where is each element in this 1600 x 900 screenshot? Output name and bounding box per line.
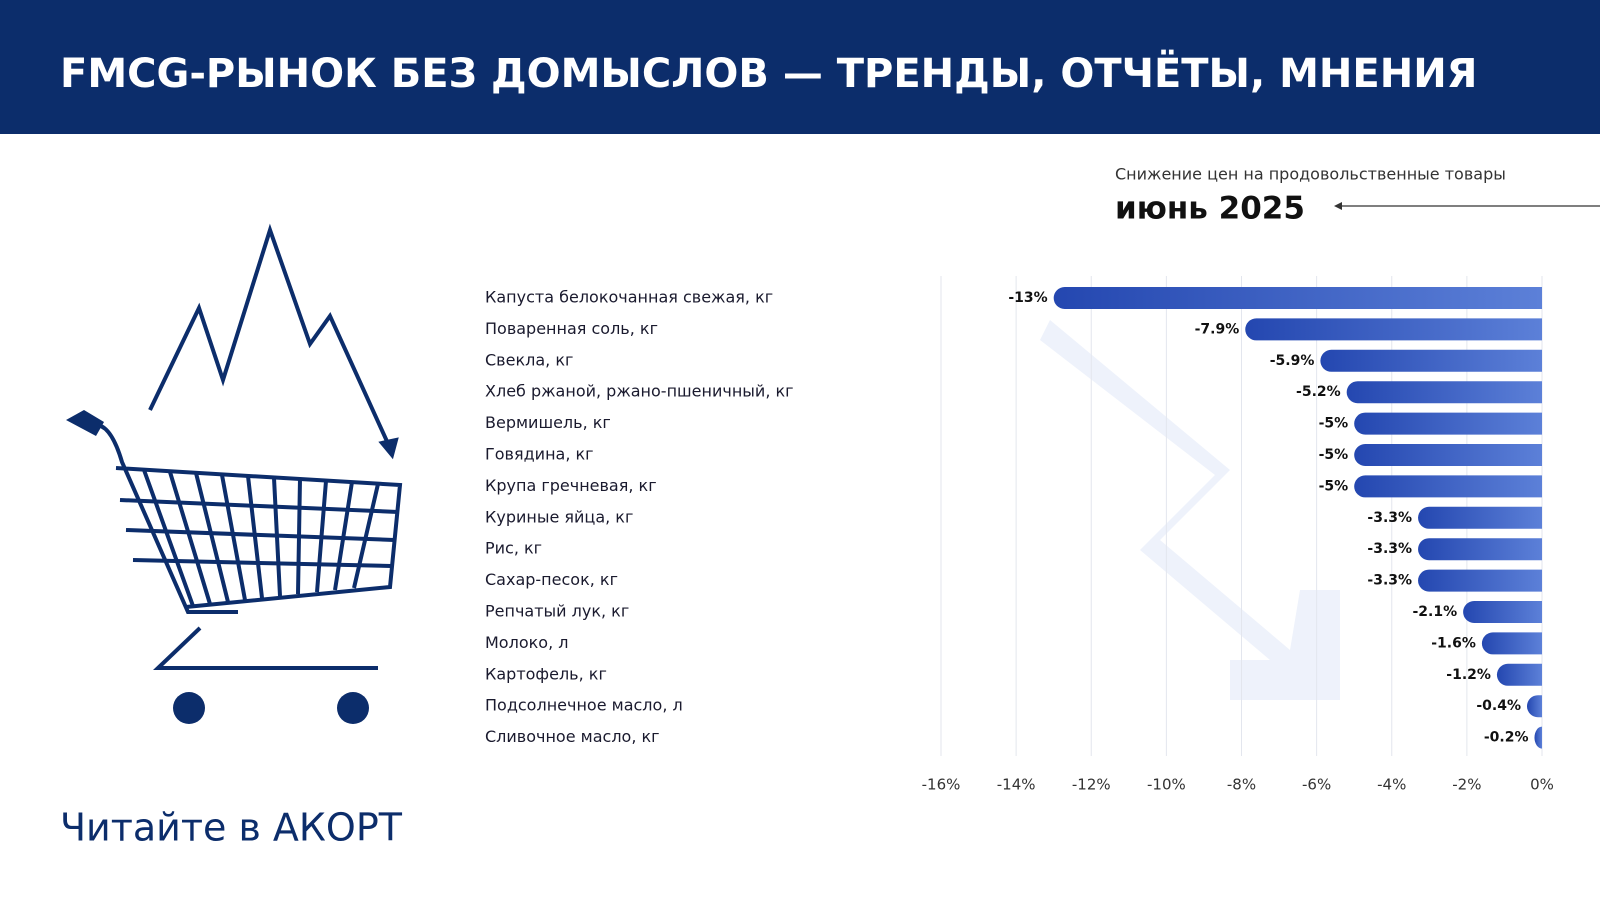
bar bbox=[1534, 726, 1542, 749]
chart-subtitle: Снижение цен на продовольственные товары bbox=[1115, 165, 1506, 184]
bar bbox=[1463, 601, 1542, 623]
category-label: Свекла, кг bbox=[485, 350, 573, 369]
x-tick-label: 0% bbox=[1530, 776, 1554, 794]
cart-wheel bbox=[173, 692, 205, 724]
x-tick-label: -6% bbox=[1302, 776, 1331, 794]
category-label: Сахар-песок, кг bbox=[485, 570, 618, 589]
x-tick-label: -8% bbox=[1227, 776, 1256, 794]
x-tick-label: -14% bbox=[997, 776, 1036, 794]
value-label: -1.2% bbox=[1446, 667, 1491, 683]
category-label: Говядина, кг bbox=[485, 445, 594, 464]
header-bar bbox=[0, 0, 1600, 134]
category-label: Рис, кг bbox=[485, 539, 542, 558]
x-tick-label: -12% bbox=[1072, 776, 1111, 794]
x-tick-label: -2% bbox=[1452, 776, 1481, 794]
value-label: -3.3% bbox=[1367, 573, 1412, 589]
value-label: -5% bbox=[1319, 478, 1349, 494]
value-label: -0.2% bbox=[1484, 730, 1529, 746]
category-label: Подсолнечное масло, л bbox=[485, 696, 683, 715]
value-label: -5% bbox=[1319, 447, 1349, 463]
x-tick-label: -10% bbox=[1147, 776, 1186, 794]
bar bbox=[1526, 695, 1542, 718]
bar bbox=[1320, 349, 1542, 372]
category-label: Репчатый лук, кг bbox=[485, 602, 629, 621]
bar bbox=[1245, 318, 1542, 341]
value-label: -5.9% bbox=[1270, 353, 1315, 369]
bar bbox=[1418, 569, 1542, 592]
category-label: Молоко, л bbox=[485, 633, 568, 652]
cart-handle bbox=[66, 410, 104, 436]
x-tick-label: -16% bbox=[922, 776, 961, 794]
cart-wheel bbox=[337, 692, 369, 724]
value-label: -1.6% bbox=[1431, 635, 1476, 651]
footer-text: Читайте в АКОРТ bbox=[60, 806, 403, 850]
header-title: FMCG-РЫНОК БЕЗ ДОМЫСЛОВ — ТРЕНДЫ, ОТЧЁТЫ… bbox=[60, 49, 1477, 97]
bar bbox=[1481, 632, 1542, 655]
pointer-head bbox=[1334, 202, 1342, 210]
value-label: -3.3% bbox=[1367, 541, 1412, 557]
bar bbox=[1354, 475, 1542, 498]
cart-icon bbox=[97, 223, 403, 670]
category-label: Капуста белокочанная свежая, кг bbox=[485, 288, 773, 307]
value-label: -5% bbox=[1319, 416, 1349, 432]
category-label: Поваренная соль, кг bbox=[485, 319, 658, 338]
chart-title: июнь 2025 bbox=[1115, 191, 1305, 227]
value-label: -7.9% bbox=[1195, 321, 1240, 337]
bg-arrow bbox=[1040, 320, 1340, 700]
value-label: -2.1% bbox=[1412, 604, 1457, 620]
bar bbox=[1418, 538, 1542, 561]
value-label: -5.2% bbox=[1296, 384, 1341, 400]
value-label: -0.4% bbox=[1476, 698, 1521, 714]
category-label: Картофель, кг bbox=[485, 664, 607, 683]
value-label: -13% bbox=[1008, 290, 1047, 306]
category-label: Куриные яйца, кг bbox=[485, 507, 633, 526]
bar bbox=[1418, 506, 1542, 529]
bar bbox=[1053, 287, 1542, 309]
category-label: Сливочное масло, кг bbox=[485, 727, 660, 746]
category-label: Крупа гречневая, кг bbox=[485, 476, 657, 495]
bar bbox=[1496, 663, 1542, 686]
bar bbox=[1354, 444, 1542, 466]
category-label: Хлеб ржаной, ржано-пшеничный, кг bbox=[485, 382, 794, 401]
category-label: Вермишель, кг bbox=[485, 413, 611, 432]
value-label: -3.3% bbox=[1367, 510, 1412, 526]
bar bbox=[1346, 381, 1542, 404]
bar bbox=[1354, 412, 1542, 435]
x-tick-label: -4% bbox=[1377, 776, 1406, 794]
